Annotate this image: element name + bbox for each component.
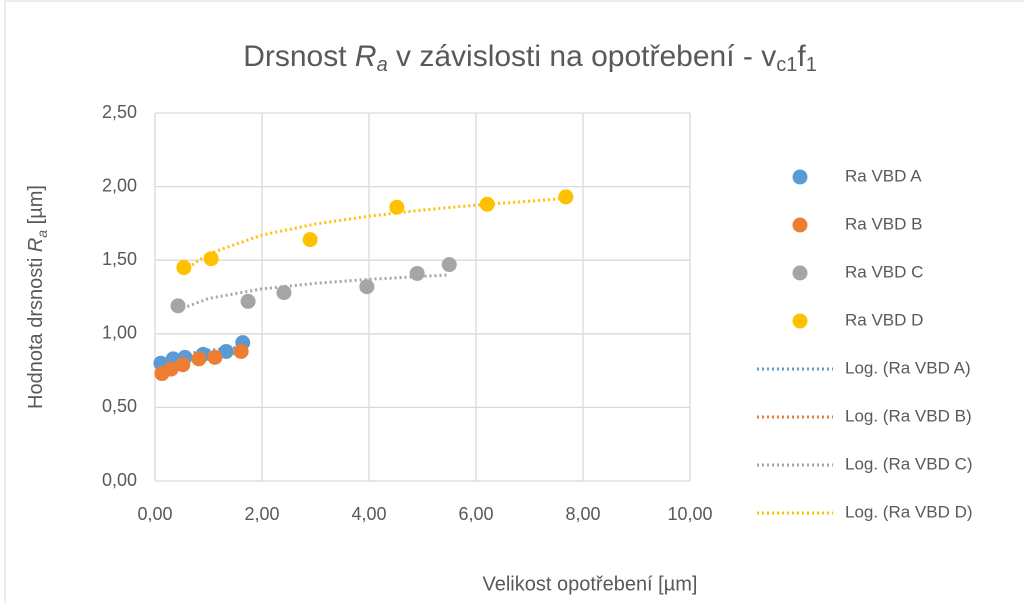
legend-label: Ra VBD A <box>845 166 922 185</box>
marker <box>218 343 234 359</box>
y-tick-label: 1,50 <box>102 249 137 269</box>
legend-marker <box>792 217 808 233</box>
x-tick-label: 2,00 <box>244 504 279 524</box>
legend-label: Log. (Ra VBD B) <box>845 406 972 425</box>
legend-label: Log. (Ra VBD A) <box>845 358 971 377</box>
marker <box>359 279 375 295</box>
x-tick-label: 10,00 <box>667 504 712 524</box>
y-axis-label: Hodnota drsnosti Ra [µm] <box>25 185 49 409</box>
marker <box>176 260 192 276</box>
title-part: f <box>797 40 806 73</box>
marker <box>479 196 495 212</box>
title-part: 1 <box>806 54 817 76</box>
marker <box>163 361 179 377</box>
y-tick-label: 2,50 <box>102 102 137 122</box>
title-part: a <box>377 54 388 76</box>
marker <box>240 293 256 309</box>
x-tick-label: 6,00 <box>458 504 493 524</box>
legend-marker <box>792 169 808 185</box>
ylabel-part: [µm] <box>25 185 47 230</box>
x-axis-label: Velikost opotřebení [µm] <box>483 573 698 595</box>
marker <box>175 357 191 373</box>
marker <box>233 343 249 359</box>
chart-title: Drsnost Ra v závislosti na opotřebení - … <box>243 40 817 76</box>
title-part: R <box>355 40 377 73</box>
legend-label: Log. (Ra VBD C) <box>845 454 973 473</box>
marker <box>207 349 223 365</box>
marker <box>409 265 425 281</box>
title-part: v závislosti na opotřebení - v <box>388 40 777 73</box>
marker <box>389 199 405 215</box>
legend-label: Log. (Ra VBD D) <box>845 502 973 521</box>
ylabel-part: R <box>25 238 47 252</box>
ylabel-part: Hodnota drsnosti <box>25 252 47 409</box>
marker <box>170 298 186 314</box>
y-tick-label: 0,00 <box>102 470 137 490</box>
x-tick-label: 8,00 <box>565 504 600 524</box>
ylabel-part: a <box>34 230 50 238</box>
legend-marker <box>792 313 808 329</box>
x-tick-label: 0,00 <box>137 504 172 524</box>
legend-label: Ra VBD C <box>845 262 923 281</box>
y-tick-label: 0,50 <box>102 396 137 416</box>
marker <box>276 285 292 301</box>
legend-marker <box>792 265 808 281</box>
y-tick-label: 1,00 <box>102 323 137 343</box>
legend-label: Ra VBD D <box>845 310 923 329</box>
marker <box>441 257 457 273</box>
marker <box>302 232 318 248</box>
x-tick-label: 4,00 <box>351 504 386 524</box>
legend-label: Ra VBD B <box>845 214 922 233</box>
title-part: c1 <box>776 54 797 76</box>
marker <box>203 251 219 267</box>
y-tick-label: 2,00 <box>102 175 137 195</box>
title-part: Drsnost <box>243 40 355 73</box>
marker <box>191 351 207 367</box>
marker <box>558 189 574 205</box>
